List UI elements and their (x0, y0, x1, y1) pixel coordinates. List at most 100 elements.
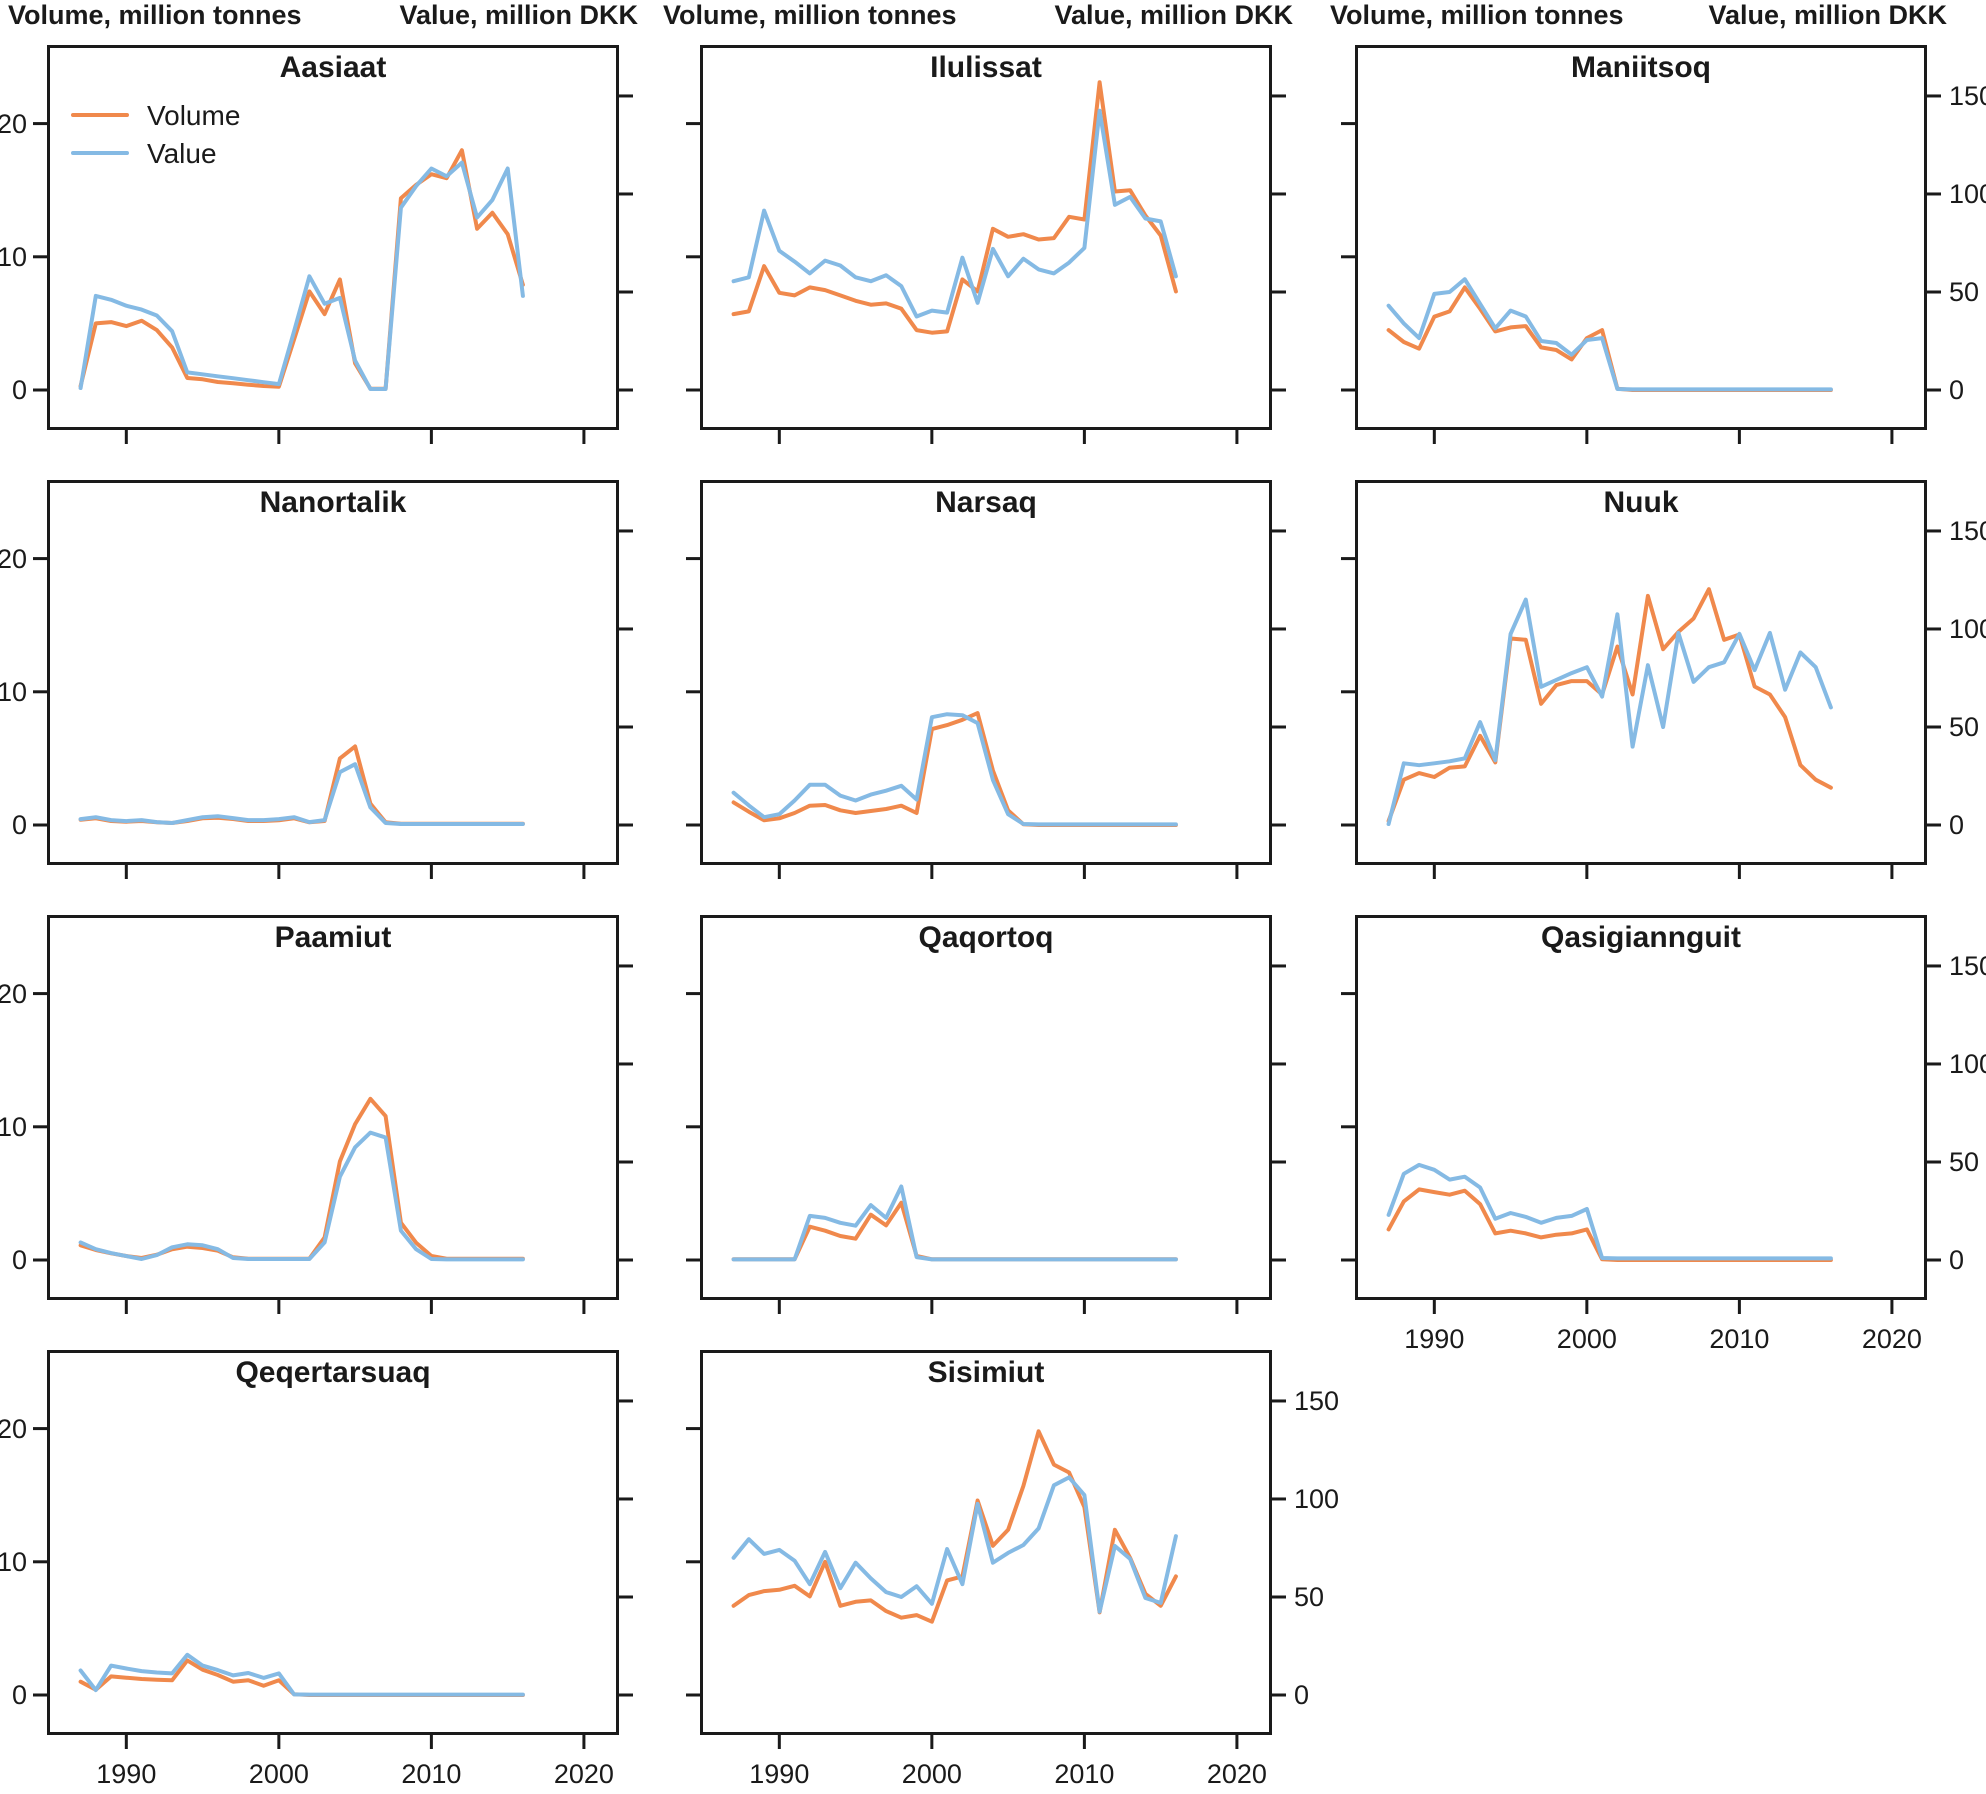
right-axis-tick-label: 0 (1949, 810, 1965, 840)
left-axis-tick-label: 10 (0, 1546, 27, 1577)
plot-area-aasiaat (33, 45, 633, 444)
volume-line-narsaq (731, 711, 1178, 827)
axis-title-group-col3: Volume, million tonnes Value, million DK… (1330, 0, 1947, 32)
volume-line-qasigiannguit (1386, 1187, 1833, 1262)
plot-area-sisimiut (686, 1350, 1286, 1749)
panel-aasiaat: Aasiaat 0 10 20 Volume Value (0, 45, 633, 444)
plot-area-ilulissat (686, 45, 1286, 444)
value-line-qasigiannguit (1386, 1162, 1833, 1261)
panel-sisimiut: Sisimiut 0 50 100 150 1990 2000 2010 2020 (686, 1350, 1339, 1789)
left-axis-tick-label: 20 (0, 978, 27, 1009)
value-line-maniitsoq (1386, 277, 1833, 392)
x-axis-tick-label: 2000 (901, 1759, 962, 1789)
x-axis-tick-label: 2000 (1556, 1324, 1617, 1354)
left-axis-tick-label: 20 (0, 1413, 27, 1444)
volume-line-aasiaat (78, 148, 525, 391)
value-line-aasiaat (78, 160, 525, 391)
volume-line-nanortalik (78, 744, 525, 826)
left-axis-tick-label: 0 (11, 810, 27, 840)
panel-qeqertarsuaq: Qeqertarsuaq 0 10 20 1990 2000 2010 2020 (0, 1350, 633, 1789)
left-axis-tick-label: 10 (0, 1111, 27, 1142)
plot-area-maniitsoq (1341, 45, 1941, 444)
right-axis-tick-label: 50 (1949, 711, 1980, 742)
value-line-narsaq (731, 712, 1178, 827)
x-axis-tick-label: 2000 (248, 1759, 309, 1789)
right-axis-tick-label: 50 (1294, 1581, 1325, 1612)
right-axis-tick-label: 150 (1949, 80, 1986, 111)
right-axis-tick-label: 50 (1949, 1146, 1980, 1177)
left-axis-title: Volume, million tonnes (8, 0, 302, 30)
value-line-qaqortoq (731, 1184, 1178, 1262)
volume-line-qaqortoq (731, 1200, 1178, 1262)
x-axis-tick-label: 2010 (401, 1759, 462, 1789)
panel-qasigiannguit: Qasigiannguit 0 50 100 150 1990 2000 2010 2020 (1341, 915, 1986, 1354)
panel-title: Qeqertarsuaq (235, 1356, 431, 1389)
x-axis-tick-label: 2010 (1054, 1759, 1115, 1789)
legend-swatch-value (71, 151, 129, 155)
panel-maniitsoq: Maniitsoq 0 50 100 150 (1341, 45, 1986, 444)
value-line-nuuk (1386, 597, 1833, 826)
left-axis-tick-label: 0 (11, 1245, 27, 1275)
panel-paamiut: Paamiut 0 10 20 (0, 915, 633, 1314)
x-axis-tick-label: 1990 (96, 1759, 157, 1789)
value-line-paamiut (78, 1130, 525, 1262)
panel-ilulissat: Ilulissat (686, 45, 1286, 444)
value-line-nanortalik (78, 762, 525, 826)
left-axis-tick-label: 20 (0, 543, 27, 574)
panel-title: Maniitsoq (1571, 51, 1711, 84)
panel-nuuk: Nuuk 0 50 100 150 (1341, 480, 1986, 879)
plot-area-qasigiannguit (1341, 915, 1941, 1314)
value-line-ilulissat (731, 108, 1178, 319)
left-axis-tick-label: 0 (11, 375, 27, 405)
value-line-sisimiut (731, 1475, 1178, 1614)
panel-title: Aasiaat (279, 51, 387, 84)
panel-nanortalik: Nanortalik 0 10 20 (0, 480, 633, 879)
left-axis-tick-label: 10 (0, 241, 27, 272)
right-axis-tick-label: 50 (1949, 276, 1980, 307)
left-axis-title: Volume, million tonnes (1330, 0, 1624, 30)
right-axis-tick-label: 150 (1294, 1385, 1340, 1416)
x-axis-tick-label: 1990 (1404, 1324, 1465, 1354)
volume-line-nuuk (1386, 587, 1833, 823)
volume-line-paamiut (78, 1096, 525, 1261)
right-axis-tick-label: 0 (1949, 1245, 1965, 1275)
panel-title: Qaqortoq (918, 921, 1054, 954)
panel-title: Nanortalik (259, 486, 407, 519)
plot-area-qaqortoq (686, 915, 1286, 1314)
volume-line-maniitsoq (1386, 285, 1833, 392)
left-axis-tick-label: 10 (0, 676, 27, 707)
plot-area-qeqertarsuaq (33, 1350, 633, 1749)
right-axis-tick-label: 150 (1949, 950, 1986, 981)
x-axis-tick-label: 2020 (553, 1759, 614, 1789)
right-axis-title: Value, million DKK (1708, 0, 1947, 30)
legend-label: Volume (147, 100, 241, 131)
panel-title: Qasigiannguit (1540, 921, 1741, 954)
left-axis-tick-label: 0 (11, 1680, 27, 1710)
right-axis-tick-label: 150 (1949, 515, 1986, 546)
x-axis-tick-label: 2020 (1861, 1324, 1922, 1354)
axis-title-group-col2: Volume, million tonnes Value, million DK… (663, 0, 1293, 32)
panel-title: Narsaq (935, 486, 1037, 519)
left-axis-tick-label: 20 (0, 108, 27, 139)
right-axis-tick-label: 0 (1949, 375, 1965, 405)
axis-title-group-col1: Volume, million tonnes Value, million DK… (8, 0, 638, 32)
volume-line-ilulissat (731, 80, 1178, 335)
plot-area-narsaq (686, 480, 1286, 879)
right-axis-title: Value, million DKK (399, 0, 638, 30)
right-axis-tick-label: 100 (1949, 178, 1986, 209)
right-axis-title: Value, million DKK (1054, 0, 1293, 30)
plot-area-nanortalik (33, 480, 633, 879)
value-line-qeqertarsuaq (78, 1652, 525, 1697)
panel-qaqortoq: Qaqortoq (686, 915, 1286, 1314)
right-axis-tick-label: 100 (1949, 613, 1986, 644)
volume-line-qeqertarsuaq (78, 1658, 525, 1697)
legend-swatch-volume (71, 113, 129, 117)
volume-line-sisimiut (731, 1429, 1178, 1624)
left-axis-title: Volume, million tonnes (663, 0, 957, 30)
x-axis-tick-label: 2020 (1206, 1759, 1267, 1789)
right-axis-tick-label: 100 (1949, 1048, 1986, 1079)
panel-title: Paamiut (274, 921, 392, 954)
right-axis-tick-label: 100 (1294, 1483, 1340, 1514)
legend-label: Value (147, 138, 217, 169)
